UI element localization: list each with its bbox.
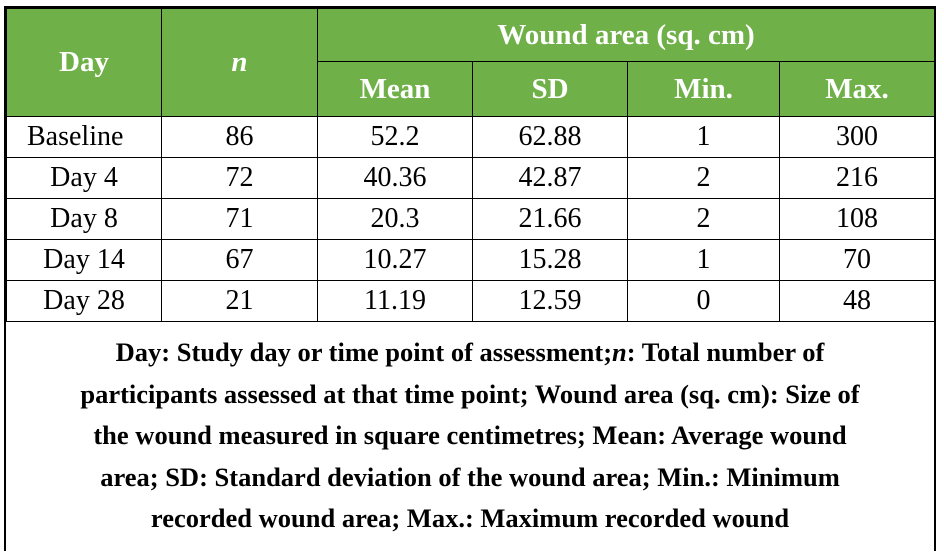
cell-day: Day 8: [6, 198, 162, 240]
footnote-line-2: participants assessed at that time point…: [80, 378, 860, 409]
cell-day: Day 4: [6, 157, 162, 199]
cell-day: Day 14: [6, 239, 162, 281]
header-mean: Mean: [317, 61, 473, 117]
cell-min: 2: [627, 198, 780, 240]
table-footnote: Day: Study day or time point of assessme…: [6, 322, 934, 540]
cell-max: 70: [778, 239, 936, 281]
header-n: n: [161, 8, 318, 117]
footnote-line-3: the wound measured in square centimetres…: [93, 420, 847, 450]
footnote-line-5: recorded wound area; Max.: Maximum recor…: [150, 503, 790, 533]
footnote-line-1: Day: Study day or time point of assessme…: [115, 337, 825, 367]
table-row: Baseline 86 52.2 62.88 1 300: [6, 116, 936, 158]
header-min: Min.: [627, 61, 780, 117]
cell-mean: 52.2: [317, 116, 473, 158]
n-symbol: n: [612, 337, 627, 367]
cell-n: 86: [161, 116, 318, 158]
cell-min: 2: [627, 157, 780, 199]
table-figure: Day n Wound area (sq. cm) Mean SD Min. M…: [4, 6, 936, 551]
cell-sd: 42.87: [472, 157, 628, 199]
table-row: Day 14 67 10.27 15.28 1 70: [6, 239, 936, 281]
cell-max: 216: [778, 157, 936, 199]
header-wound-area: Wound area (sq. cm): [316, 8, 936, 62]
cell-n: 71: [161, 198, 318, 240]
cell-max: 108: [778, 198, 936, 240]
footnote-line-4: area; SD: Standard deviation of the woun…: [100, 461, 840, 492]
cell-sd: 15.28: [472, 239, 628, 281]
cell-mean: 40.36: [317, 157, 473, 199]
header-sd: SD: [472, 61, 628, 117]
cell-sd: 62.88: [472, 116, 628, 158]
cell-n: 67: [161, 239, 318, 281]
cell-min: 1: [627, 239, 780, 281]
cell-n: 72: [161, 157, 318, 199]
table-row: Day 28 21 11.19 12.59 0 48: [6, 280, 936, 322]
cell-max: 300: [778, 116, 936, 158]
cell-day: Day 28: [6, 280, 162, 322]
cell-min: 0: [627, 280, 780, 322]
table-row: Day 8 71 20.3 21.66 2 108: [6, 198, 936, 240]
cell-sd: 21.66: [472, 198, 628, 240]
cell-n: 21: [161, 280, 318, 322]
cell-max: 48: [778, 280, 936, 322]
wound-area-table: Day n Wound area (sq. cm) Mean SD Min. M…: [6, 8, 936, 322]
header-day: Day: [6, 8, 162, 117]
cell-mean: 10.27: [317, 239, 473, 281]
cell-min: 1: [627, 116, 780, 158]
header-max: Max.: [778, 61, 936, 117]
cell-mean: 11.19: [317, 280, 473, 322]
cell-mean: 20.3: [317, 198, 473, 240]
cell-sd: 12.59: [472, 280, 628, 322]
table-row: Day 4 72 40.36 42.87 2 216: [6, 157, 936, 199]
cell-day: Baseline: [6, 116, 162, 158]
